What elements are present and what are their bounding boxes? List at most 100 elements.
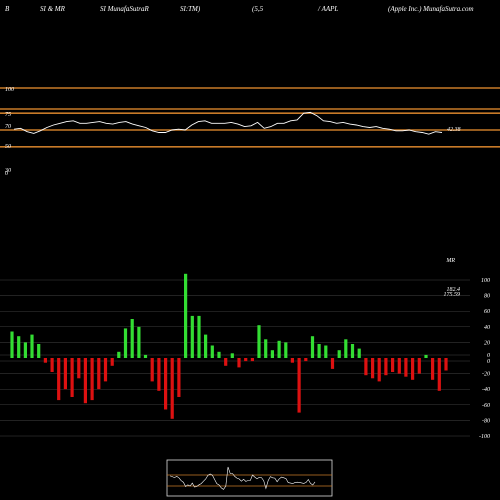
- mr-bar: [431, 358, 435, 380]
- mr-bar: [157, 358, 161, 391]
- mr-bar: [110, 358, 114, 366]
- mini-line: [169, 466, 316, 490]
- mr-tick-label: 0: [487, 359, 490, 365]
- mr-tick-label: -100: [479, 434, 490, 440]
- mr-bar: [164, 358, 168, 410]
- mr-bar: [290, 358, 294, 363]
- mr-bar: [97, 358, 101, 390]
- mr-bar: [417, 358, 421, 374]
- mr-tick-label: 100: [481, 278, 490, 284]
- mr-tick-label: -20: [482, 372, 490, 378]
- mr-bar: [70, 358, 74, 397]
- rsi-tick-label: 50: [5, 144, 11, 150]
- mr-bar: [184, 273, 188, 358]
- mr-bar: [250, 358, 254, 362]
- mr-tick-label: -80: [482, 418, 490, 424]
- mr-bar: [391, 358, 395, 372]
- mr-bar: [377, 358, 381, 382]
- mr-bar: [364, 358, 368, 376]
- mr-bar: [437, 358, 441, 391]
- header-item-3: SI MunafaSutraR: [100, 5, 149, 13]
- mr-bar: [330, 358, 335, 369]
- header-item-4: SI:TM): [180, 5, 201, 13]
- mr-bar: [50, 358, 54, 372]
- mr-bar: [90, 358, 94, 401]
- mr-bar: [270, 350, 274, 358]
- mr-bar: [444, 358, 448, 371]
- rsi-tick-label: 0: [5, 171, 8, 177]
- mr-bar: [304, 358, 308, 362]
- mr-tick-label: 60: [484, 309, 490, 315]
- mr-tick-label: 20: [484, 340, 490, 346]
- mr-annotation-1: 182.4: [447, 286, 461, 293]
- mr-bar: [204, 334, 208, 358]
- mr-bar: [397, 358, 401, 374]
- rsi-tick-label: 70: [5, 124, 11, 130]
- rsi-tick-label: 75: [5, 112, 11, 118]
- mr-bar: [170, 358, 174, 419]
- mr-bar: [244, 358, 248, 362]
- mr-bar: [264, 339, 268, 358]
- mr-title: MR: [445, 258, 455, 264]
- mr-bar: [17, 336, 21, 358]
- mr-bar: [344, 339, 348, 358]
- header-item-1: B: [5, 5, 10, 13]
- header-item-2: SI & MR: [40, 5, 65, 13]
- rsi-last-value-label: 42.38: [447, 126, 461, 133]
- mr-bar: [404, 358, 408, 377]
- mr-bar: [190, 315, 194, 358]
- mr-bar: [230, 353, 234, 358]
- mr-bar: [384, 358, 388, 376]
- mini-chart: [166, 459, 333, 497]
- mr-bar: [117, 351, 121, 358]
- mr-bar: [424, 354, 428, 358]
- mr-bar: [257, 325, 261, 358]
- mr-bar: [43, 358, 47, 363]
- mr-bar: [103, 358, 108, 382]
- mr-bar: [371, 358, 375, 379]
- mr-tick-label: 80: [484, 294, 490, 300]
- mr-bar: [284, 342, 288, 358]
- mr-bar: [143, 354, 148, 358]
- mr-bar: [197, 315, 201, 358]
- mr-bar: [317, 344, 321, 358]
- mr-bar: [357, 348, 361, 358]
- mini-chart-frame: [166, 459, 333, 497]
- rsi-tick-label: 100: [5, 87, 14, 93]
- mr-bar: [77, 358, 81, 379]
- mr-annotation-2: 175.59: [444, 292, 461, 298]
- rsi-line: [13, 111, 443, 135]
- mr-tick-label: 0: [487, 353, 490, 359]
- header-item-7: (Apple Inc.) MunafaSutra.com: [388, 5, 474, 13]
- mr-bar: [324, 345, 328, 358]
- mr-bar: [23, 342, 27, 358]
- mr-bar: [57, 358, 61, 401]
- header-item-5: (5,5: [252, 5, 264, 13]
- mr-bar: [137, 326, 141, 358]
- mr-bar: [30, 334, 34, 358]
- mr-bar: [37, 344, 41, 358]
- mr-bar: [224, 358, 228, 366]
- mr-bar: [10, 331, 14, 358]
- mr-bar: [130, 319, 134, 358]
- mr-bar: [210, 345, 214, 358]
- mr-bar: [150, 358, 154, 382]
- mr-tick-label: -60: [482, 403, 490, 409]
- mr-bar: [63, 358, 67, 390]
- rsi-tick-label: 30: [4, 168, 11, 174]
- mr-tick-label: -40: [482, 386, 490, 393]
- mr-bar: [297, 358, 301, 413]
- mr-bar: [237, 358, 241, 368]
- mr-bar: [411, 358, 415, 380]
- mr-bar: [177, 358, 181, 397]
- mr-bar: [310, 336, 315, 358]
- mr-bar: [123, 328, 128, 358]
- mr-bar: [217, 351, 221, 358]
- mr-bar: [83, 358, 87, 404]
- header-item-6: / AAPL: [318, 5, 339, 13]
- mr-bar: [277, 340, 281, 358]
- mr-tick-label: 40: [484, 324, 490, 331]
- mr-bar: [337, 350, 341, 358]
- mr-bar: [350, 344, 355, 358]
